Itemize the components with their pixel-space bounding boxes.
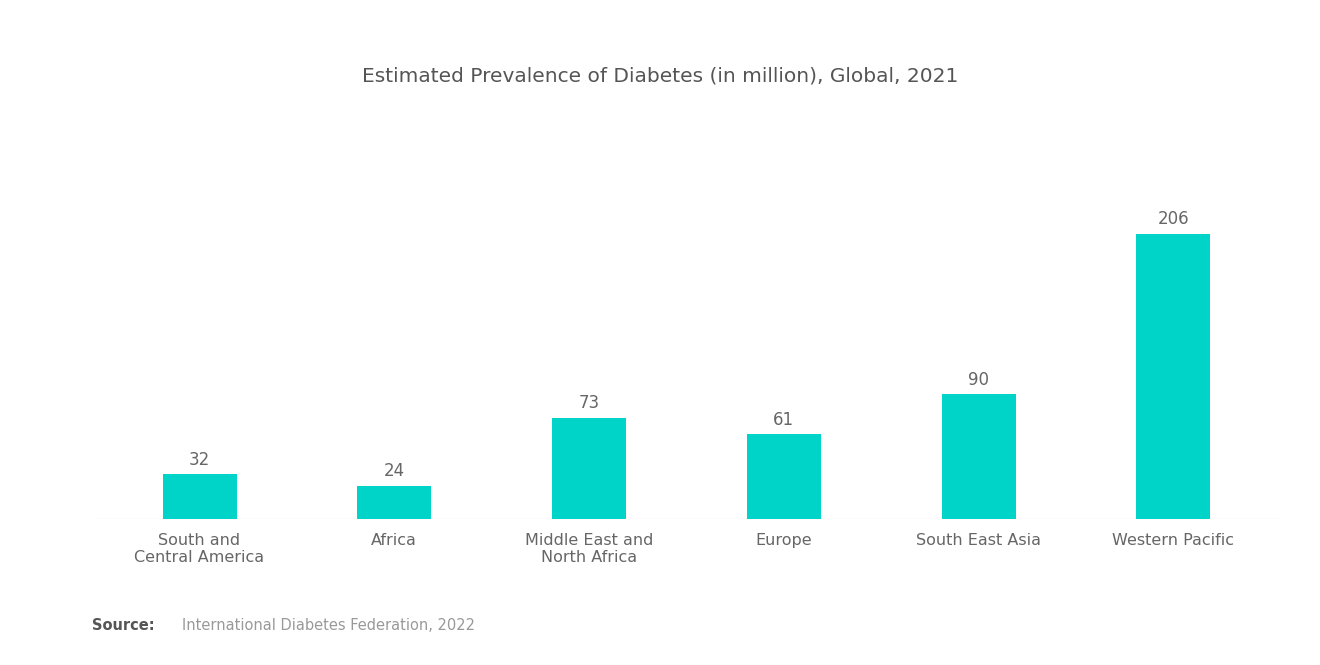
Text: 206: 206	[1158, 210, 1189, 228]
Bar	[358, 485, 432, 519]
Text: 32: 32	[189, 451, 210, 469]
Text: 24: 24	[384, 462, 405, 480]
Bar	[162, 474, 236, 519]
Text: Estimated Prevalence of Diabetes (in million), Global, 2021: Estimated Prevalence of Diabetes (in mil…	[362, 66, 958, 86]
Text: 73: 73	[578, 394, 599, 412]
Text: 90: 90	[968, 370, 989, 388]
Text: International Diabetes Federation, 2022: International Diabetes Federation, 2022	[182, 618, 475, 632]
Bar	[747, 434, 821, 519]
Text: 61: 61	[774, 411, 795, 429]
Text: Source:: Source:	[92, 618, 154, 632]
Bar	[1137, 234, 1210, 519]
Bar	[941, 394, 1015, 519]
Bar	[552, 418, 626, 519]
